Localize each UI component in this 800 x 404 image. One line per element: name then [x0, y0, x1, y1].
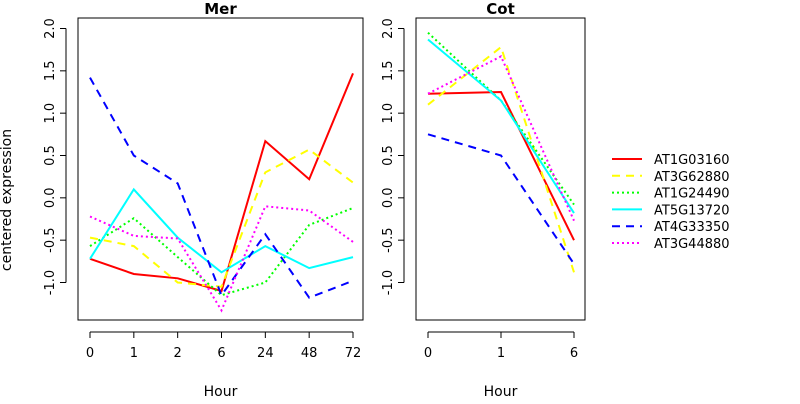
y-axis-label: centered expression [0, 129, 15, 271]
series-line-at1g03160 [89, 73, 354, 293]
y-tick-label: 0.5 [43, 145, 58, 166]
panel-mer: Mer -1.0 -0.5 0.0 0.5 1.0 1.5 2.0 0 1 2 6 24 48 72 Hour [43, 0, 364, 400]
x-tick-label: 72 [345, 346, 362, 361]
plot-frame [415, 17, 586, 321]
legend-item: AT3G44880 [612, 237, 730, 252]
y-tick-label: -1.0 [43, 270, 58, 295]
legend-label: AT4G33350 [654, 220, 730, 235]
legend-item: AT1G24490 [612, 187, 730, 202]
series-line-at3g44880 [89, 205, 354, 313]
y-tick-label: -1.0 [381, 270, 396, 295]
series-line-at1g03160 [427, 90, 575, 241]
series-line-at4g33350 [89, 77, 354, 299]
panel-cot: Cot -1.0 -0.5 0.0 0.5 1.0 1.5 2.0 0 1 6 Hour [381, 0, 586, 400]
legend-item: AT3G62880 [612, 170, 730, 185]
x-tick-label: 6 [217, 346, 225, 361]
y-tick-label: -0.5 [43, 227, 58, 252]
legend-item: AT1G03160 [612, 153, 730, 168]
y-tick-label: -0.5 [381, 227, 396, 252]
y-tick-label: 0.5 [381, 145, 396, 166]
panel-title: Cot [486, 0, 514, 18]
x-tick-label: 1 [130, 346, 138, 361]
legend-label: AT1G24490 [654, 187, 730, 202]
x-tick-label: 6 [570, 346, 578, 361]
y-tick-label: 0.0 [381, 187, 396, 208]
x-tick-label: 1 [497, 346, 505, 361]
x-tick-label: 0 [86, 346, 94, 361]
series-line-at3g62880 [427, 45, 575, 273]
panel-title: Mer [204, 0, 237, 18]
series-line-at5g13720 [89, 187, 354, 274]
legend-label: AT5G13720 [654, 203, 730, 218]
x-axis-label: Hour [484, 384, 518, 400]
x-axis-label: Hour [204, 384, 238, 400]
series-line-at4g33350 [427, 133, 575, 265]
x-tick-label: 2 [174, 346, 182, 361]
legend-label: AT3G62880 [654, 170, 730, 185]
legend-item: AT5G13720 [612, 203, 730, 218]
y-tick-label: 1.0 [43, 103, 58, 124]
legend-label: AT1G03160 [654, 153, 730, 168]
series-line-at3g44880 [427, 55, 575, 222]
legend-item: AT4G33350 [612, 220, 730, 235]
y-tick-label: 2.0 [381, 18, 396, 39]
y-tick-label: 2.0 [43, 18, 58, 39]
series-line-at5g13720 [427, 38, 575, 214]
series-line-at1g24490 [89, 207, 354, 297]
x-tick-label: 48 [301, 346, 318, 361]
legend-label: AT3G44880 [654, 237, 730, 252]
x-tick-label: 0 [424, 346, 432, 361]
y-tick-label: 0.0 [43, 187, 58, 208]
plot-frame [77, 17, 364, 321]
x-tick-label: 24 [257, 346, 274, 361]
y-tick-label: 1.5 [381, 60, 396, 81]
y-tick-label: 1.0 [381, 103, 396, 124]
series-line-at3g62880 [89, 148, 354, 288]
y-tick-label: 1.5 [43, 60, 58, 81]
